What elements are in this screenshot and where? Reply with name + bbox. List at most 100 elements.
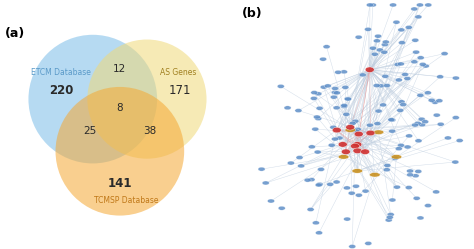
Ellipse shape [355,35,362,39]
Ellipse shape [316,231,323,235]
Ellipse shape [346,124,355,130]
Ellipse shape [341,104,348,108]
Ellipse shape [399,41,406,45]
Ellipse shape [353,148,362,154]
Ellipse shape [428,98,435,102]
Ellipse shape [340,105,347,109]
Ellipse shape [370,173,380,177]
Ellipse shape [397,62,404,66]
Ellipse shape [348,191,356,195]
Ellipse shape [407,169,414,173]
Ellipse shape [384,164,391,168]
Ellipse shape [374,34,382,38]
Text: 171: 171 [168,84,191,97]
Ellipse shape [389,198,396,202]
Ellipse shape [328,143,335,147]
Text: 8: 8 [117,103,123,113]
Ellipse shape [415,169,422,173]
Ellipse shape [344,97,351,101]
Ellipse shape [417,93,424,97]
Ellipse shape [412,50,419,54]
Ellipse shape [401,72,409,76]
Ellipse shape [452,76,459,80]
Ellipse shape [417,216,424,220]
Ellipse shape [313,115,320,119]
Ellipse shape [373,130,384,134]
Ellipse shape [345,97,352,101]
Ellipse shape [395,78,402,82]
Ellipse shape [350,143,359,149]
Text: 220: 220 [49,84,73,97]
Ellipse shape [354,127,361,131]
Ellipse shape [380,103,387,107]
Ellipse shape [419,123,426,127]
Ellipse shape [398,100,405,104]
Ellipse shape [424,204,431,208]
Ellipse shape [298,164,305,168]
Ellipse shape [319,57,327,61]
Ellipse shape [352,129,359,133]
Ellipse shape [356,193,363,197]
Ellipse shape [349,121,356,125]
Ellipse shape [284,106,291,110]
Ellipse shape [277,84,284,88]
Ellipse shape [404,76,411,80]
Ellipse shape [419,62,426,66]
Ellipse shape [418,117,425,121]
Ellipse shape [338,155,349,159]
Ellipse shape [386,215,393,219]
Ellipse shape [433,190,440,194]
Ellipse shape [333,91,340,95]
Ellipse shape [431,100,438,104]
Ellipse shape [331,90,338,94]
Ellipse shape [375,109,382,113]
Ellipse shape [354,131,363,137]
Ellipse shape [385,218,392,222]
Ellipse shape [310,96,318,100]
Ellipse shape [397,108,404,112]
Ellipse shape [362,189,369,193]
Ellipse shape [377,84,384,88]
Ellipse shape [414,121,421,125]
Ellipse shape [353,142,362,147]
Ellipse shape [258,167,265,171]
Ellipse shape [314,150,321,154]
Ellipse shape [295,109,302,113]
Ellipse shape [361,149,370,154]
Ellipse shape [411,7,418,11]
Ellipse shape [395,147,402,151]
Ellipse shape [376,48,383,52]
Ellipse shape [437,122,444,126]
Ellipse shape [445,136,452,140]
Ellipse shape [394,62,401,66]
Ellipse shape [422,64,429,68]
Ellipse shape [412,174,419,178]
Ellipse shape [352,169,363,173]
Ellipse shape [343,186,350,190]
Ellipse shape [340,70,347,74]
Ellipse shape [330,95,337,99]
Ellipse shape [311,91,318,95]
Ellipse shape [389,129,396,133]
Ellipse shape [333,106,340,110]
Ellipse shape [366,130,375,136]
Text: 38: 38 [143,126,156,136]
Ellipse shape [307,207,314,211]
Ellipse shape [369,46,376,50]
Ellipse shape [382,74,389,78]
Text: AS Genes: AS Genes [160,67,196,76]
Ellipse shape [349,245,356,249]
Ellipse shape [389,118,396,122]
Ellipse shape [400,103,407,107]
Ellipse shape [391,155,402,159]
Circle shape [28,35,157,163]
Ellipse shape [345,128,356,132]
Text: (a): (a) [5,27,25,40]
Ellipse shape [425,3,432,7]
Ellipse shape [267,199,274,203]
Ellipse shape [287,161,294,165]
Ellipse shape [332,127,341,133]
Text: 141: 141 [108,177,132,190]
Ellipse shape [331,86,338,90]
Ellipse shape [296,156,303,160]
